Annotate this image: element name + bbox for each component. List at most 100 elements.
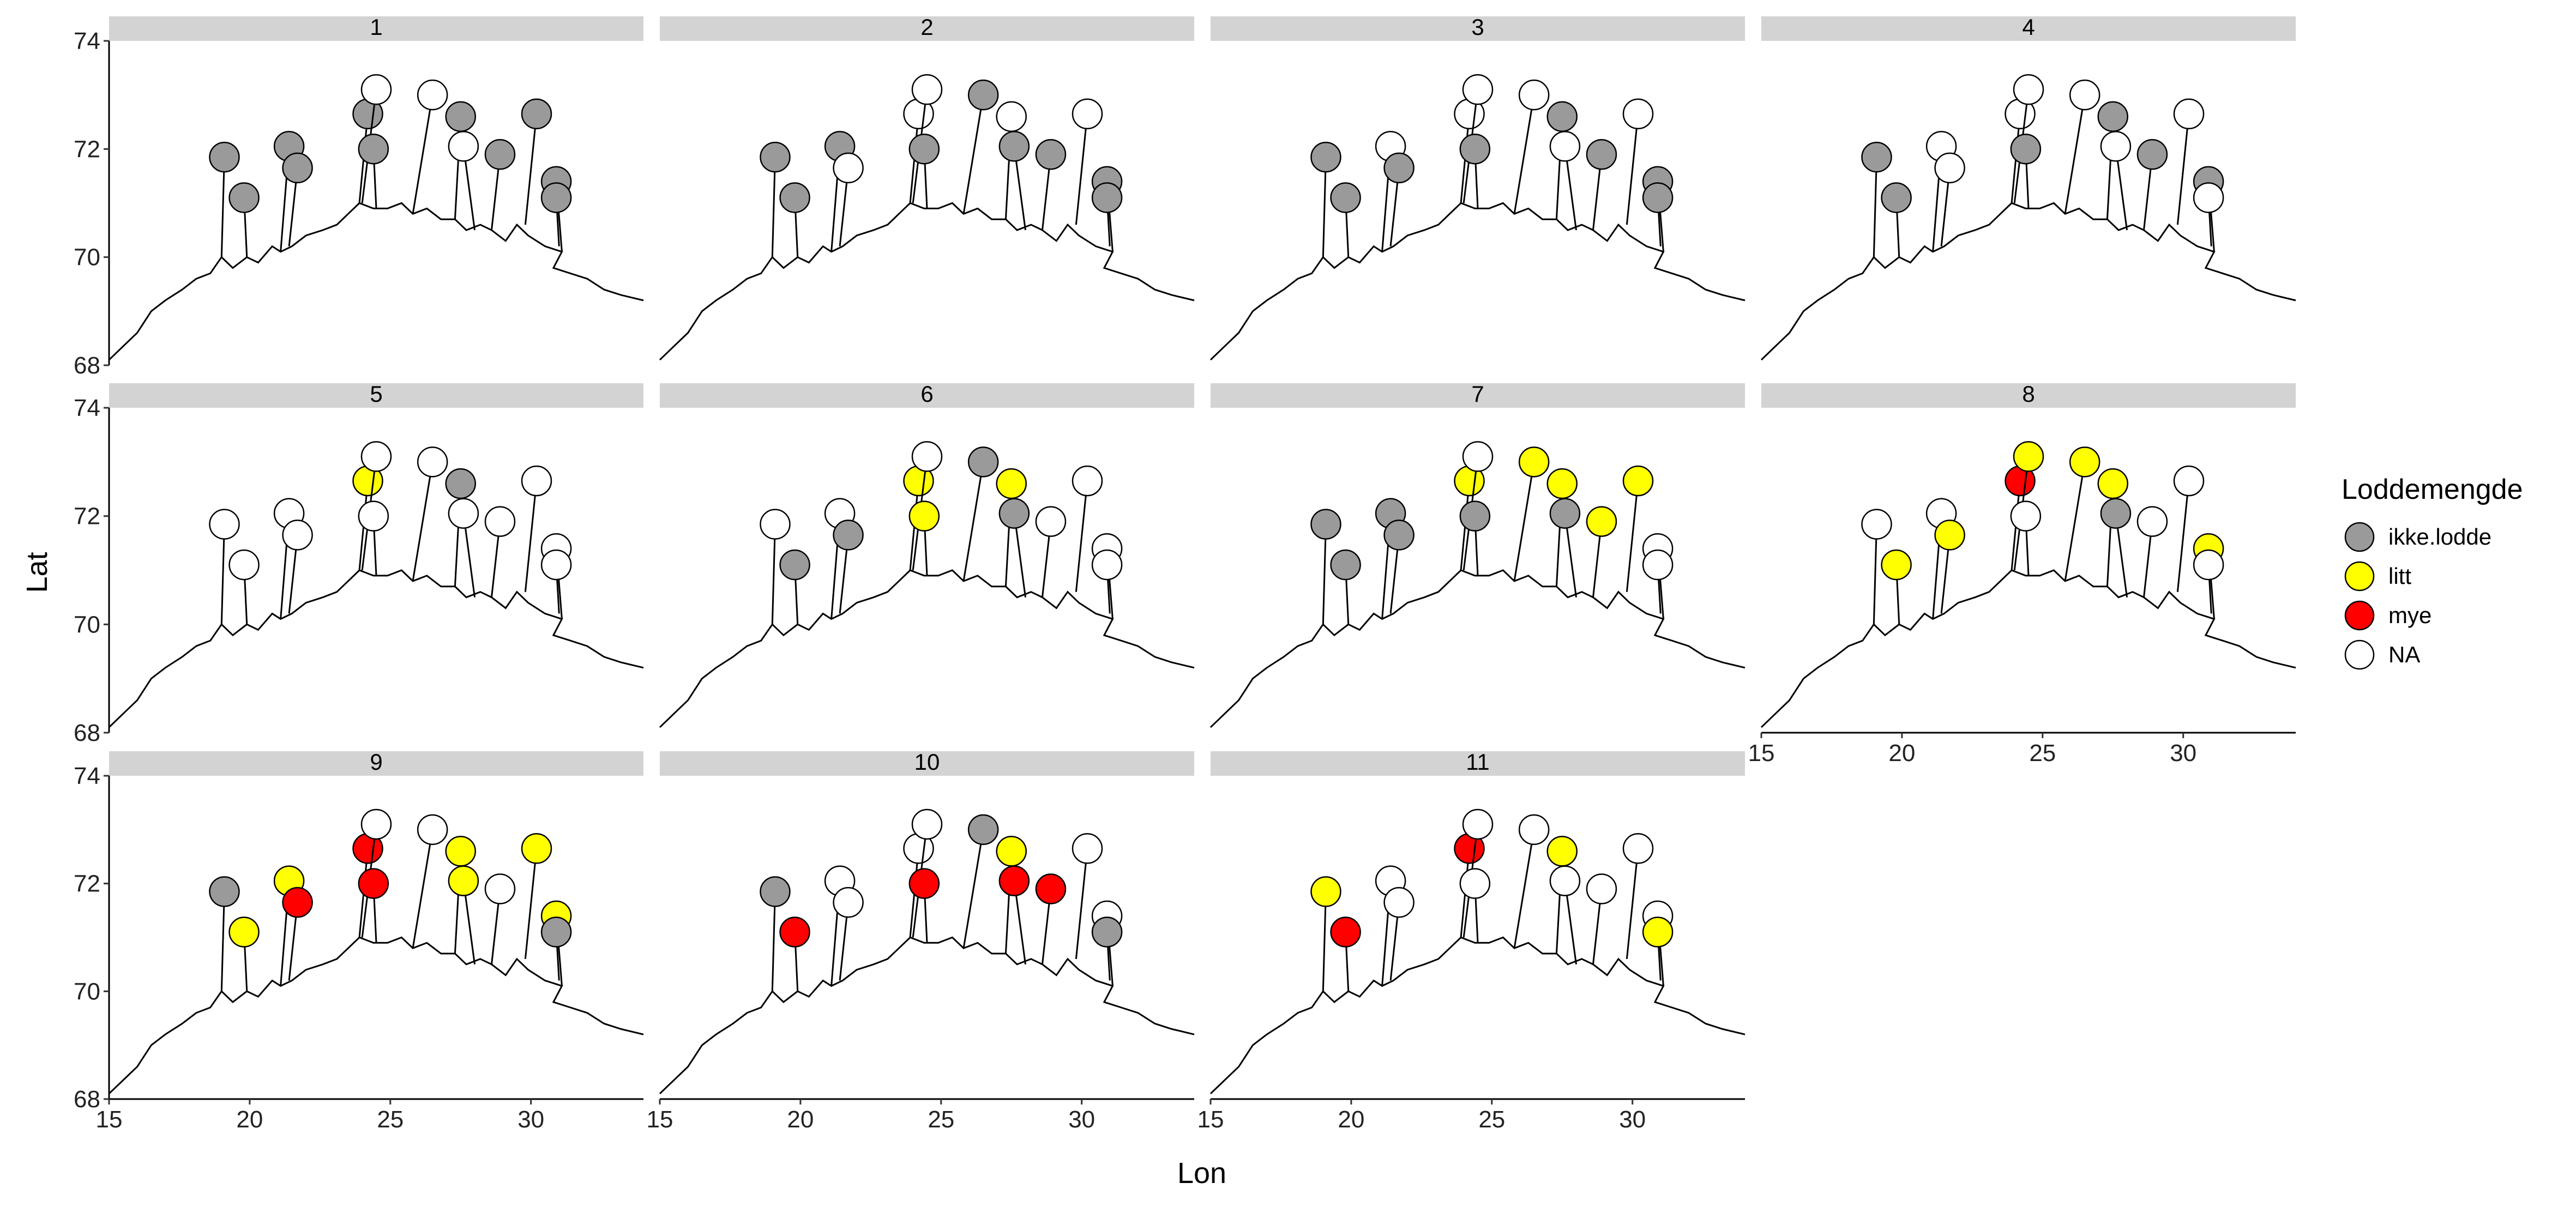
facet-strip-label: 11 [1466, 749, 1490, 775]
station-line [771, 891, 776, 992]
y-axis-title: Lat [21, 552, 53, 593]
facet-panel-7: 7 [1209, 381, 1746, 728]
facet-strip [1761, 16, 2296, 41]
station-point [484, 506, 516, 537]
coastline [1760, 202, 2296, 361]
station-point [521, 98, 552, 130]
x-tick-label: 15 [1197, 1106, 1224, 1133]
coastline [108, 936, 644, 1095]
y-tick-label: 70 [74, 978, 100, 1005]
station-line [962, 829, 984, 949]
station-point [2097, 468, 2128, 499]
station-point [1861, 141, 1892, 173]
y-tick-label: 74 [74, 395, 100, 421]
station-line [412, 829, 434, 949]
station-line [2064, 462, 2086, 582]
station-line [1873, 157, 1877, 257]
station-point [2013, 74, 2044, 105]
station-point [998, 498, 1030, 529]
station-point [911, 441, 943, 472]
station-point [779, 916, 810, 948]
station-point [1622, 465, 1654, 497]
station-point [282, 152, 313, 184]
station-point [209, 141, 240, 173]
station-point [445, 836, 476, 867]
station-point [540, 916, 572, 948]
station-point [2097, 101, 2128, 132]
station-point [1549, 865, 1581, 896]
station-point [1330, 549, 1361, 581]
station-line [1322, 157, 1327, 257]
station-point [445, 101, 476, 132]
station-point [1035, 873, 1067, 904]
station-point [1881, 549, 1912, 581]
station-point [998, 865, 1030, 896]
station-point [1546, 836, 1578, 867]
station-point [779, 182, 810, 213]
coastline [659, 202, 1195, 361]
y-tick-label: 70 [74, 244, 100, 271]
station-point [760, 876, 791, 907]
station-point [2136, 139, 2168, 170]
facet-panel-10: 10 15 20 25 30 [647, 749, 1195, 1133]
facet-strip [1211, 383, 1745, 408]
station-point [1518, 446, 1550, 478]
legend-title: Loddemengde [2342, 474, 2523, 505]
station-point [2069, 446, 2100, 478]
facet-strip [660, 383, 1194, 408]
legend-label: NA [2388, 642, 2420, 667]
facet-strip [109, 383, 643, 408]
facet-panel-2: 2 [659, 14, 1195, 361]
station-point [1459, 134, 1491, 165]
station-point [1035, 139, 1067, 170]
station-point [1549, 498, 1581, 529]
x-axis-title: Lon [1177, 1157, 1226, 1190]
station-point [1642, 916, 1674, 948]
station-line [962, 462, 984, 582]
y-tick-label: 68 [74, 720, 100, 746]
station-point [996, 468, 1027, 499]
station-point [417, 79, 448, 111]
facet-strip [660, 16, 1194, 41]
facet-panel-3: 3 [1209, 14, 1746, 361]
station-point [360, 441, 392, 472]
station-point [358, 500, 389, 532]
station-point [833, 520, 864, 551]
station-point [908, 868, 940, 899]
coastline [659, 936, 1195, 1095]
station-point [2173, 98, 2205, 130]
station-point [484, 139, 516, 170]
station-point [1072, 465, 1103, 497]
station-line [412, 462, 434, 582]
station-point [967, 814, 999, 846]
station-line [1513, 829, 1535, 949]
station-point [2010, 500, 2042, 532]
facet-strip-label: 4 [2022, 14, 2035, 40]
station-line [412, 94, 434, 214]
facet-strip-label: 1 [370, 14, 382, 40]
station-line [2064, 94, 2086, 214]
station-point [360, 74, 392, 105]
facet-panel-9: 9 68 70 72 74 15 20 25 30 [74, 749, 644, 1133]
x-tick-label: 20 [1338, 1106, 1364, 1133]
station-line [220, 891, 225, 992]
legend-key-mye [2344, 600, 2375, 631]
y-tick-label: 72 [74, 503, 100, 530]
station-point [833, 152, 864, 184]
facet-strip-label: 5 [370, 381, 382, 407]
station-point [228, 549, 260, 581]
coastline [108, 202, 644, 361]
y-tick-label: 68 [74, 352, 100, 379]
x-tick-label: 20 [1888, 740, 1915, 767]
x-tick-label: 25 [2029, 740, 2056, 767]
station-point [1462, 74, 1494, 105]
station-line [1626, 113, 1639, 225]
station-point [209, 509, 240, 540]
y-tick-label: 68 [74, 1086, 100, 1113]
station-line [1322, 524, 1327, 625]
station-point [1310, 141, 1341, 173]
station-point [540, 182, 572, 213]
station-point [1518, 814, 1550, 846]
y-tick-label: 72 [74, 136, 100, 162]
